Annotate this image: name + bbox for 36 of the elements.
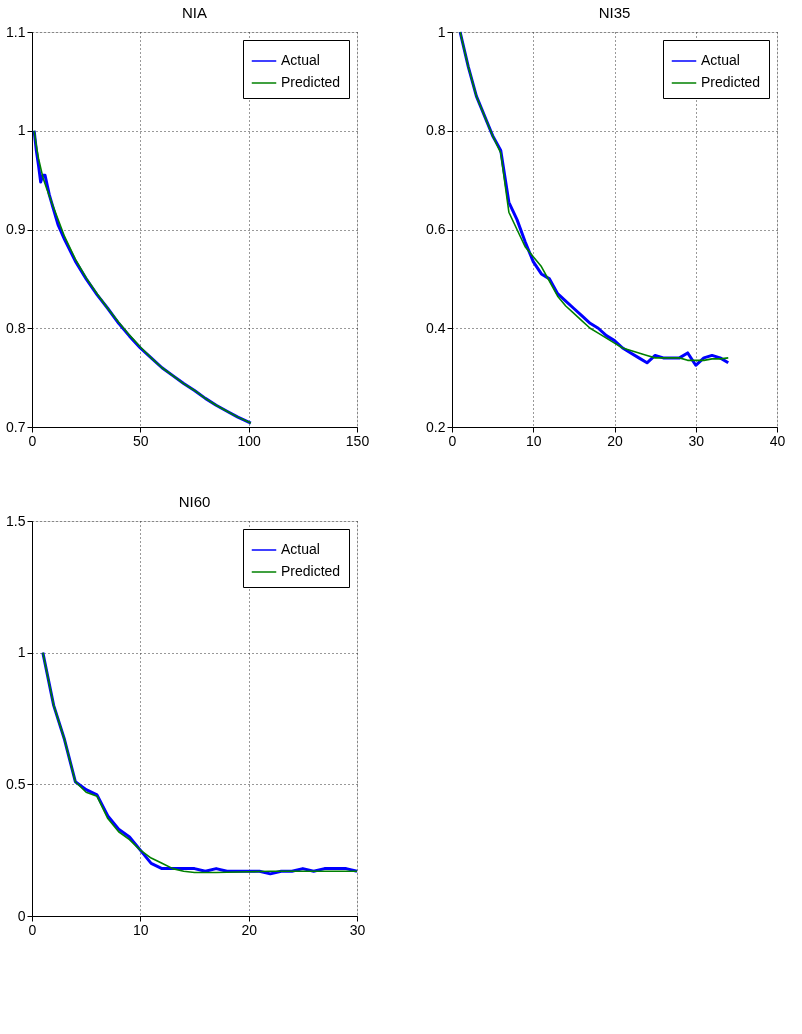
legend-label: Predicted — [281, 563, 341, 579]
y-tick-label: 0.8 — [426, 122, 446, 139]
x-tick-label: 50 — [133, 432, 149, 449]
legend-label: Actual — [701, 52, 740, 68]
x-tick-label: 30 — [349, 921, 366, 938]
x-tick-label: 20 — [607, 432, 623, 449]
legend-label: Predicted — [281, 74, 341, 90]
chart-title: NI60 — [178, 493, 211, 510]
y-tick-label: 0.9 — [6, 221, 26, 237]
y-tick-label: 0.5 — [6, 775, 26, 792]
chart-title: NIA — [181, 4, 208, 21]
y-tick-label: 1 — [17, 644, 26, 661]
y-tick-label: 1 — [17, 122, 26, 139]
x-tick-label: 30 — [688, 432, 705, 449]
legend-label: Actual — [281, 541, 320, 557]
x-tick-label: 0 — [448, 432, 457, 449]
x-tick-label: 10 — [525, 432, 542, 449]
x-tick-label: 0 — [28, 921, 37, 938]
chart-title: NI35 — [598, 4, 631, 21]
x-tick-label: 0 — [28, 432, 37, 449]
y-tick-label: 0.8 — [6, 319, 26, 336]
y-tick-label: 0 — [17, 907, 26, 924]
y-tick-label: 0.7 — [6, 418, 26, 435]
y-tick-label: 0.6 — [426, 221, 446, 237]
x-tick-label: 10 — [133, 921, 149, 938]
legend-label: Actual — [281, 52, 320, 68]
y-tick-label: 1.1 — [6, 23, 26, 40]
x-tick-label: 20 — [241, 921, 258, 938]
y-tick-label: 0.2 — [426, 418, 446, 435]
x-tick-label: 100 — [237, 432, 262, 449]
y-tick-label: 1.5 — [6, 512, 26, 529]
x-tick-label: 150 — [345, 432, 370, 449]
legend-label: Predicted — [701, 74, 761, 90]
x-tick-label: 40 — [769, 432, 786, 449]
y-tick-label: 0.4 — [426, 319, 446, 336]
y-tick-label: 1 — [437, 23, 446, 40]
